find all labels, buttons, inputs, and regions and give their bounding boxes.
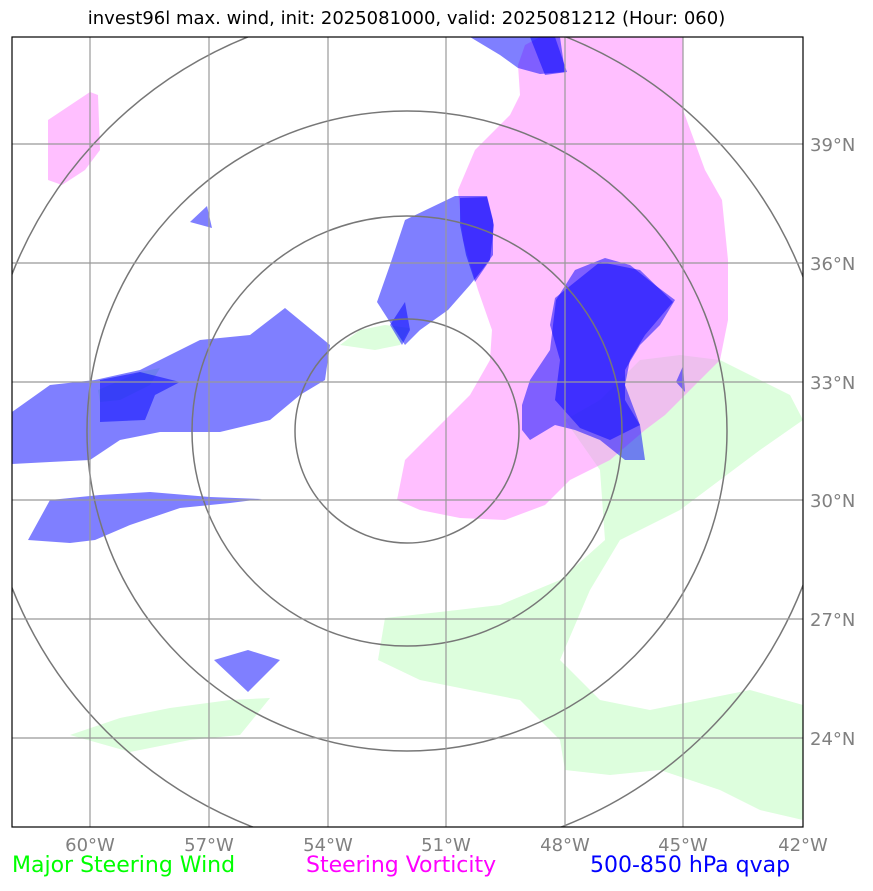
qvap-region	[100, 372, 180, 422]
lat-tick-label: 36°N	[810, 254, 855, 275]
lat-tick-label: 27°N	[810, 610, 855, 631]
range-ring	[294, 318, 520, 544]
range-ring	[86, 110, 728, 752]
lon-tick-label: 54°W	[303, 835, 353, 856]
lon-tick-label: 60°W	[65, 835, 115, 856]
qvap-region	[28, 492, 262, 543]
gridlines	[12, 37, 803, 827]
steering-vorticity-region	[397, 37, 728, 520]
steering-wind-region	[340, 325, 410, 350]
legend: Major Steering Wind Steering Vorticity 5…	[0, 853, 873, 883]
qvap-region	[460, 197, 494, 282]
legend-steering-vorticity: Steering Vorticity	[306, 853, 497, 878]
qvap-layer	[12, 37, 685, 692]
lon-tick-label: 51°W	[421, 835, 471, 856]
lat-tick-label: 33°N	[810, 373, 855, 394]
range-ring	[191, 215, 623, 647]
figure-title: invest96l max. wind, init: 2025081000, v…	[87, 8, 726, 29]
steering-wind-region	[378, 355, 803, 820]
lat-tick-label: 39°N	[810, 135, 855, 156]
lat-tick-label: 30°N	[810, 491, 855, 512]
qvap-region	[190, 206, 212, 228]
axes-frame	[11, 36, 804, 828]
steering-vorticity-region	[48, 92, 100, 185]
lon-tick-labels: 60°W 57°W 54°W 51°W 48°W 45°W 42°W	[65, 835, 828, 856]
map-contents	[12, 37, 803, 827]
lon-tick-label: 57°W	[184, 835, 234, 856]
steering-vorticity-layer	[48, 37, 728, 520]
qvap-region	[390, 302, 410, 345]
qvap-region	[214, 650, 280, 692]
qvap-region	[550, 262, 673, 440]
lat-tick-label: 24°N	[810, 729, 855, 750]
qvap-region	[530, 37, 567, 75]
lat-tick-labels: 39°N 36°N 33°N 30°N 27°N 24°N	[810, 135, 855, 750]
range-rings	[12, 37, 803, 827]
lon-tick-label: 45°W	[658, 835, 708, 856]
lon-tick-label: 48°W	[540, 835, 590, 856]
lon-tick-label: 42°W	[778, 835, 828, 856]
legend-steering-wind: Major Steering Wind	[12, 853, 236, 878]
legend-qvap: 500-850 hPa qvap	[590, 853, 791, 878]
